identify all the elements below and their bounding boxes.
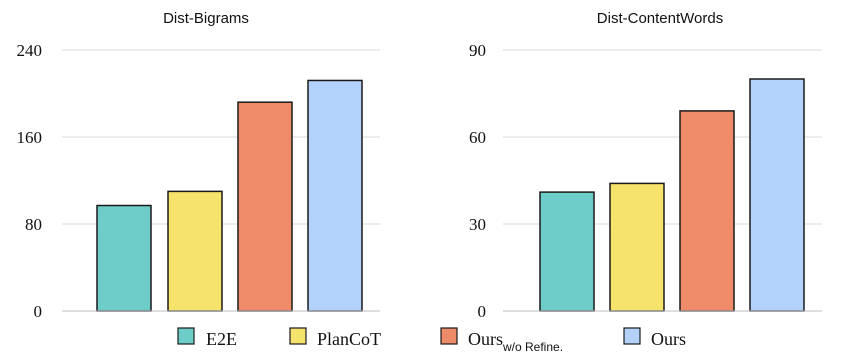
bar-2-2 [609, 182, 665, 312]
y-tick-label: 0 [34, 302, 43, 321]
y-tick-label: 160 [17, 128, 43, 147]
y-tick-label: 60 [469, 128, 486, 147]
bar-1-2 [167, 190, 223, 312]
y-tick-label: 80 [25, 215, 42, 234]
legend-swatch [289, 327, 307, 345]
chart-panel-1: Dist-Bigrams 240 160 80 0 [17, 10, 380, 321]
legend-label: E2E [206, 329, 237, 349]
bar-1-1 [96, 204, 152, 312]
legend: E2E PlanCoT Oursw/o Refine. Ours [177, 327, 686, 353]
y-tick-label: 90 [469, 41, 486, 60]
bar-1-4 [307, 79, 363, 312]
legend-swatch [177, 327, 195, 345]
bar-2-4 [749, 78, 805, 312]
legend-label: Ours [651, 329, 686, 349]
chart-title: Dist-ContentWords [597, 10, 723, 27]
y-tick-label: 30 [469, 215, 486, 234]
y-tick-label: 240 [17, 41, 43, 60]
legend-label: Oursw/o Refine. [468, 329, 563, 353]
y-tick-label: 0 [478, 302, 487, 321]
bar-2-1 [539, 191, 595, 312]
bar-2-3 [679, 110, 735, 312]
chart-title: Dist-Bigrams [163, 10, 249, 27]
bar-1-3 [237, 101, 293, 312]
chart-panel-2: Dist-ContentWords 90 60 30 0 [469, 10, 822, 321]
legend-label-subscript: w/o Refine. [502, 340, 563, 353]
legend-swatch [440, 327, 458, 345]
legend-swatch [623, 327, 641, 345]
legend-label: PlanCoT [317, 329, 381, 349]
